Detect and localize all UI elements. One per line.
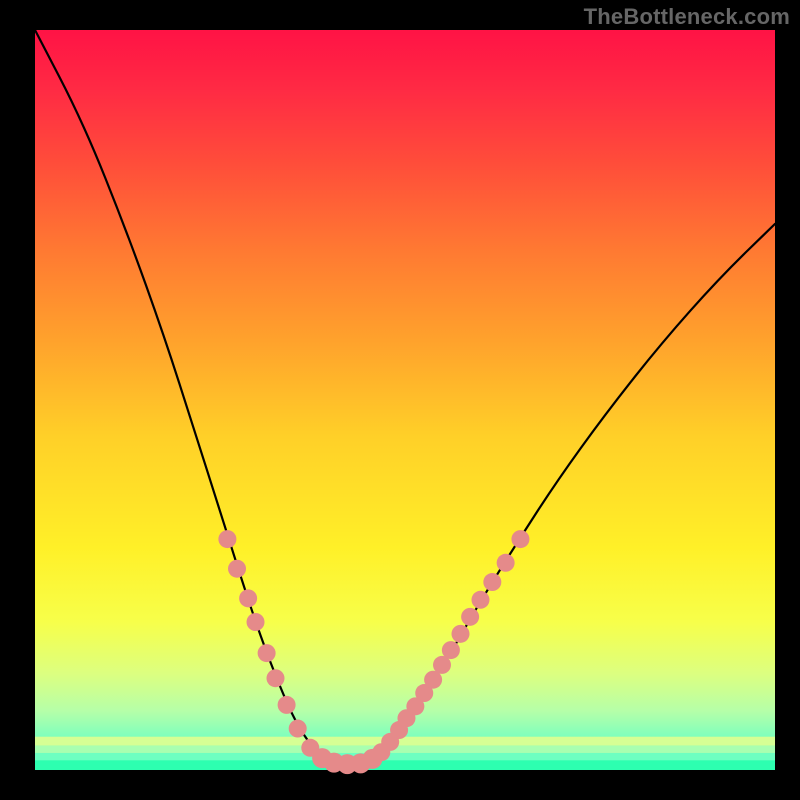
curve-marker <box>452 625 470 643</box>
curve-marker <box>511 530 529 548</box>
bottleneck-curve <box>35 30 775 763</box>
watermark-text: TheBottleneck.com <box>584 4 790 30</box>
curve-marker <box>497 554 515 572</box>
curve-marker <box>471 591 489 609</box>
gradient-stripe <box>35 746 775 753</box>
curve-marker <box>228 560 246 578</box>
curve-marker <box>247 613 265 631</box>
curve-marker <box>267 669 285 687</box>
curve-marker <box>218 530 236 548</box>
curve-marker <box>461 608 479 626</box>
curve-marker <box>442 641 460 659</box>
curve-marker <box>483 573 501 591</box>
gradient-stripe <box>35 760 775 770</box>
chart-frame: TheBottleneck.com <box>0 0 800 800</box>
gradient-stripe <box>35 737 775 746</box>
curve-marker <box>289 720 307 738</box>
chart-svg <box>0 0 800 800</box>
curve-marker <box>258 644 276 662</box>
curve-marker <box>362 749 382 769</box>
curve-marker <box>278 696 296 714</box>
curve-marker <box>239 589 257 607</box>
gradient-stripe <box>35 753 775 760</box>
